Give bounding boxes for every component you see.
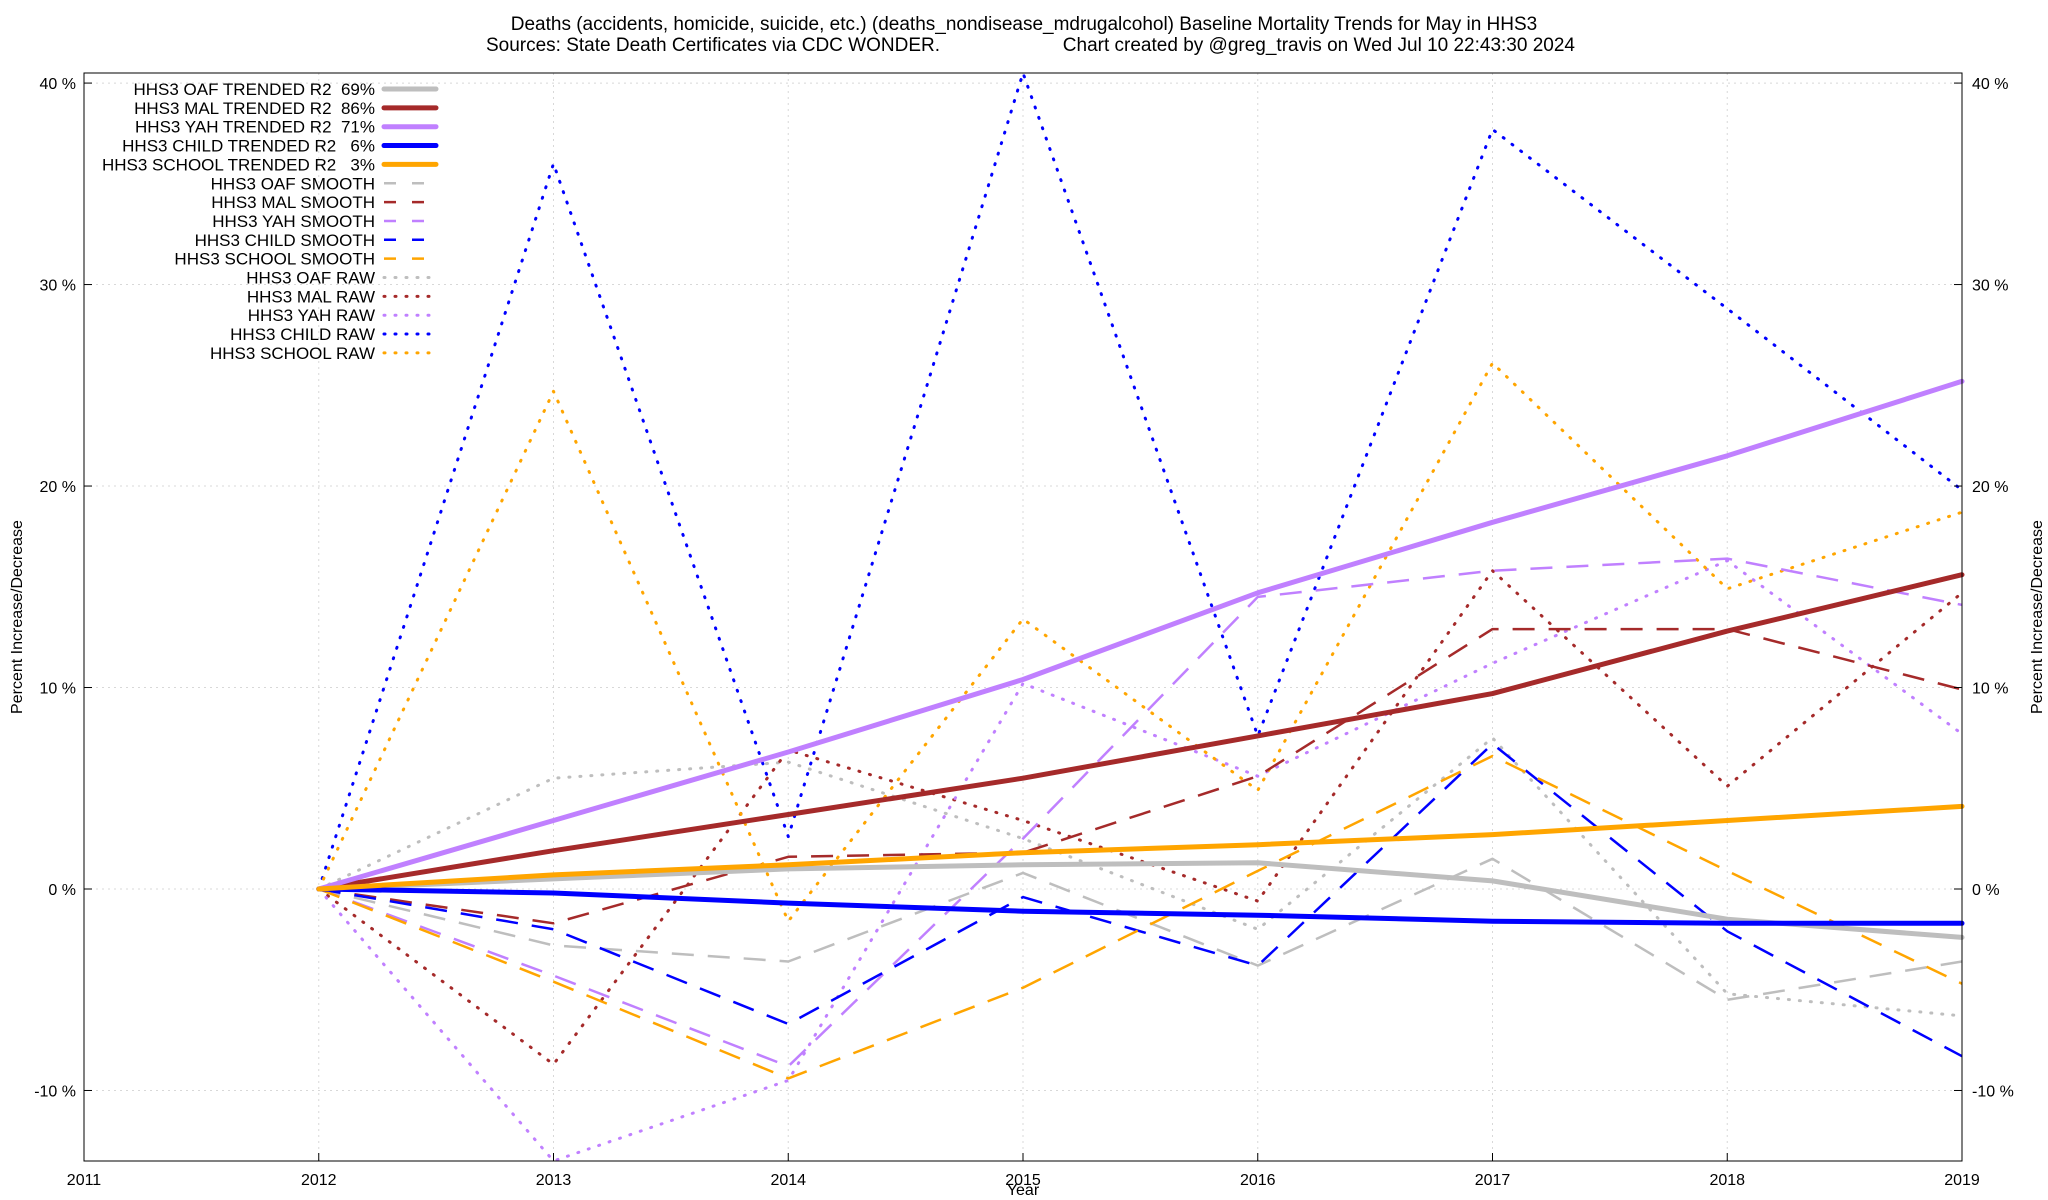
legend-entry-label: HHS3 YAH RAW: [248, 306, 375, 325]
legend-entry-label: HHS3 CHILD SMOOTH: [195, 231, 375, 250]
axis-ticks: 2011 2012 2013 2014 2015 2016 2017 2018 2019 40 %…: [34, 76, 2014, 1189]
y-tick-label-left: 0 %: [48, 882, 76, 899]
y-axis-label-right: Percent Increase/Decrease: [2029, 520, 2046, 714]
x-tick-label: 2012: [301, 1172, 337, 1189]
series-line: [317, 361, 1964, 923]
y-tick-label-right: 10 %: [1972, 681, 2008, 698]
series-layer: [316, 71, 1965, 1163]
y-tick-label-right: 0 %: [1972, 882, 2000, 899]
legend-entry-label: HHS3 CHILD RAW: [230, 325, 375, 344]
series-line: [316, 886, 1965, 926]
y-tick-label-right: -10 %: [1972, 1083, 2014, 1100]
legend-entry-label: HHS3 CHILD TRENDED R2 6%: [122, 137, 375, 156]
series-line: [318, 627, 1963, 925]
series-line: [318, 742, 1963, 1058]
legend-entry-label: HHS3 YAH SMOOTH: [212, 212, 375, 231]
title-line-2-left: Sources: State Death Certificates via CD…: [486, 35, 940, 56]
chart-title: Deaths (accidents, homicide, suicide, et…: [486, 14, 1575, 56]
y-tick-label-left: 40 %: [40, 76, 76, 93]
series-line: [317, 71, 1964, 891]
y-tick-label-left: 20 %: [40, 479, 76, 496]
series-line: [316, 803, 1965, 892]
y-tick-label-left: 30 %: [40, 278, 76, 295]
legend-entry-label: HHS3 SCHOOL TRENDED R2 3%: [102, 155, 375, 174]
legend-entry-label: HHS3 OAF SMOOTH: [211, 174, 375, 193]
x-tick-label: 2016: [1240, 1172, 1276, 1189]
series-line: [316, 378, 1965, 892]
legend-entry-label: HHS3 SCHOOL SMOOTH: [174, 250, 375, 269]
y-axis-label-left: Percent Increase/Decrease: [9, 520, 26, 714]
series-line: [316, 572, 1965, 892]
legend-entry-label: HHS3 MAL RAW: [247, 287, 375, 306]
x-tick-label: 2017: [1475, 1172, 1511, 1189]
legend-entry-label: HHS3 MAL TRENDED R2 86%: [134, 99, 375, 118]
series-line: [318, 557, 1963, 1068]
legend-entry-label: HHS3 SCHOOL RAW: [210, 344, 375, 363]
y-tick-label-right: 20 %: [1972, 479, 2008, 496]
x-tick-label: 2018: [1709, 1172, 1745, 1189]
x-tick-label: 2015: [1005, 1172, 1041, 1189]
x-tick-label: 2019: [1944, 1172, 1980, 1189]
y-tick-label-right: 40 %: [1972, 76, 2008, 93]
x-tick-label: 2014: [770, 1172, 806, 1189]
y-tick-label-left: -10 %: [34, 1083, 76, 1100]
x-axis-label: Year: [1007, 1182, 1040, 1199]
legend-entry-label: HHS3 OAF RAW: [246, 269, 375, 288]
series-line: [316, 860, 1965, 940]
legend: HHS3 OAF TRENDED R2 69%HHS3 MAL TRENDED …: [102, 80, 439, 363]
legend-entry-label: HHS3 OAF TRENDED R2 69%: [133, 80, 375, 99]
title-line-1: Deaths (accidents, homicide, suicide, et…: [511, 14, 1538, 35]
legend-entry-label: HHS3 YAH TRENDED R2 71%: [135, 118, 375, 137]
series-line: [318, 754, 1963, 1080]
series-line: [317, 569, 1964, 1066]
x-tick-label: 2011: [67, 1172, 102, 1189]
y-tick-label-right: 30 %: [1972, 278, 2008, 295]
title-line-2-right: Chart created by @greg_travis on Wed Jul…: [1063, 35, 1576, 56]
legend-entry-label: HHS3 MAL SMOOTH: [211, 193, 375, 212]
x-tick-label: 2013: [536, 1172, 572, 1189]
series-line: [317, 736, 1964, 1018]
y-tick-label-left: 10 %: [40, 681, 76, 698]
series-line: [317, 559, 1964, 1163]
